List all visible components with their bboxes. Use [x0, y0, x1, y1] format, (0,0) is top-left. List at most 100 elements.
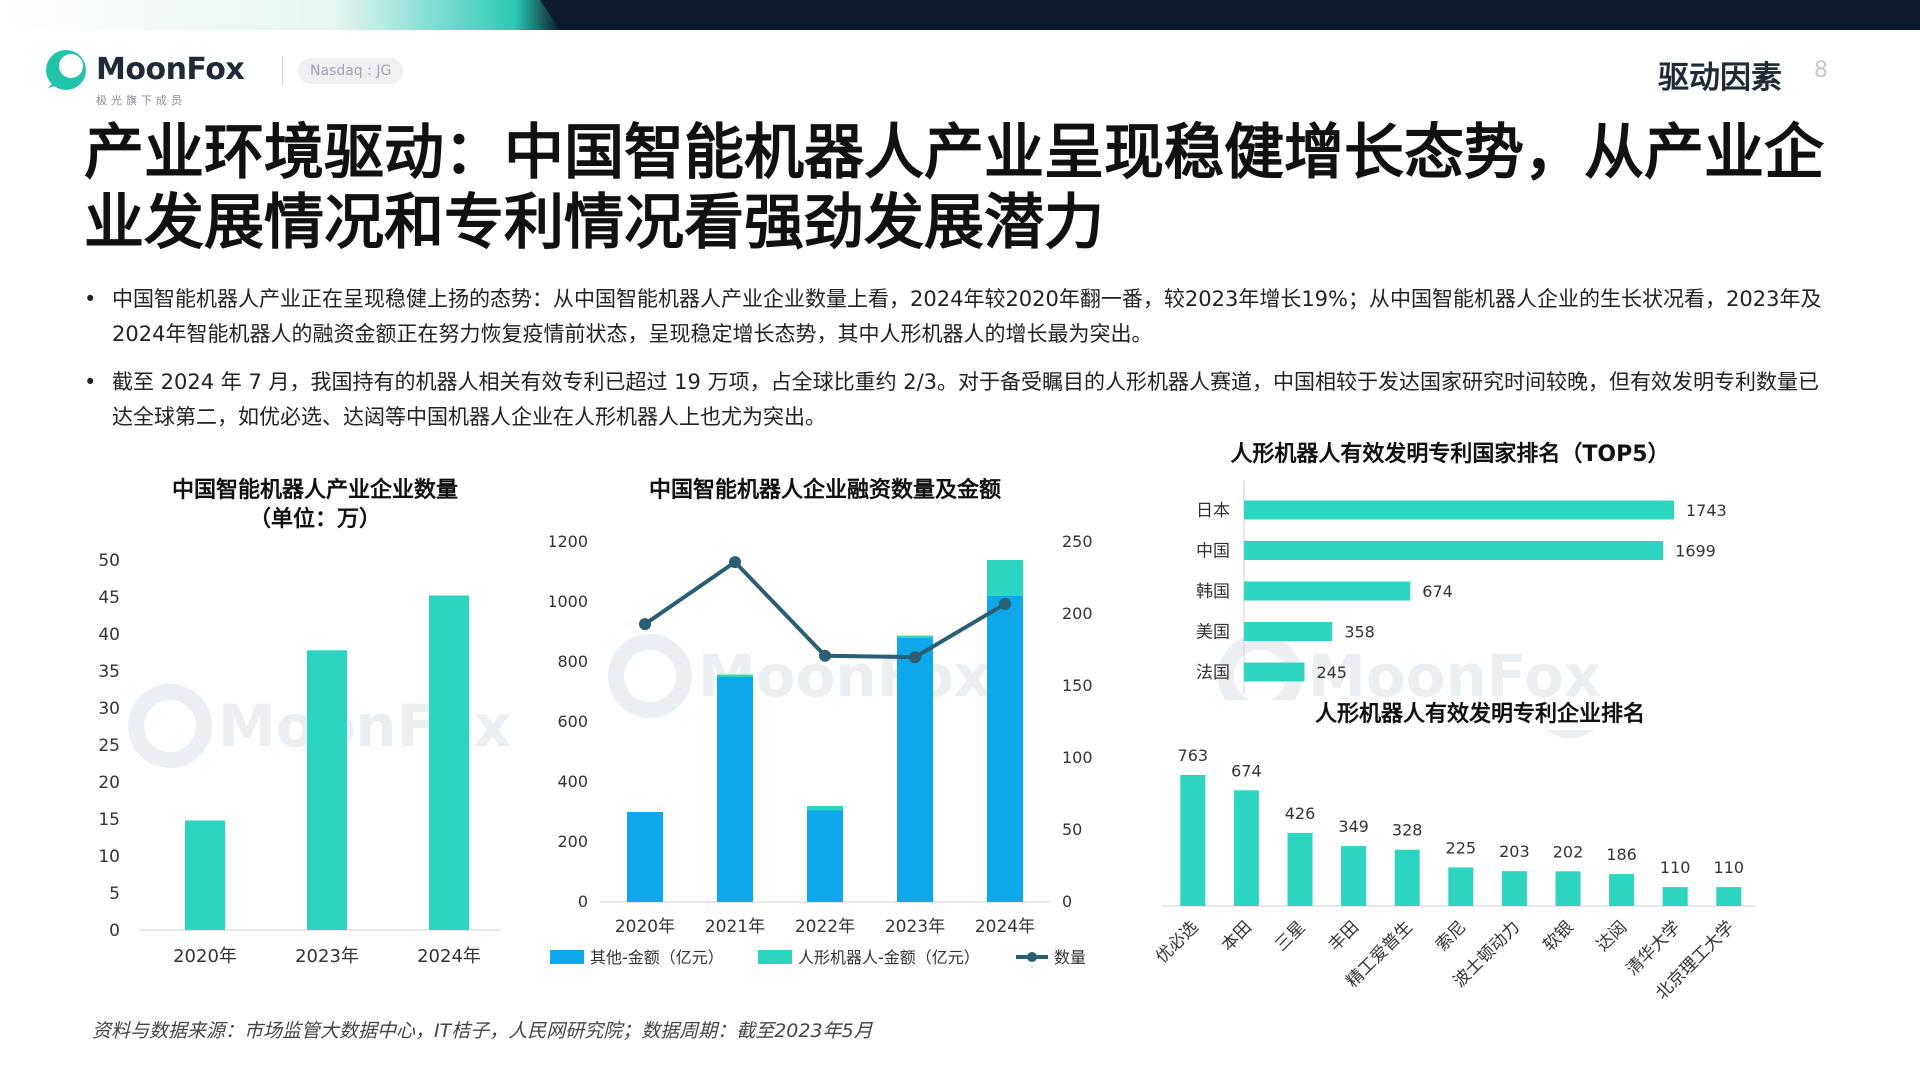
bar [1448, 867, 1474, 906]
watermark-text: MoonFox [1308, 642, 1601, 700]
brand-name: MoonFox [96, 52, 245, 87]
x-tick-label: 2022年 [795, 917, 855, 937]
bar [1555, 871, 1581, 906]
bar [1609, 874, 1635, 906]
point-count [999, 597, 1011, 610]
data-label: 358 [1344, 623, 1375, 642]
y-tick-label: 45 [98, 588, 120, 608]
bullet-list: • 中国智能机器人产业正在呈现稳健上扬的态势：从中国智能机器人产业企业数量上看，2… [84, 282, 1824, 448]
data-label: 349 [1338, 817, 1369, 836]
x-tick-label: 2020年 [615, 917, 675, 937]
y-tick-label: 25 [98, 736, 120, 756]
y-tick-label: 35 [98, 662, 120, 682]
y-right-tick-label: 150 [1062, 676, 1093, 695]
y-left-tick-label: 600 [557, 712, 588, 731]
data-label: 674 [1422, 582, 1453, 601]
y-left-tick-label: 1000 [550, 592, 588, 611]
legend-marker-count [1027, 952, 1037, 962]
x-tick-label: 三星 [1271, 917, 1309, 955]
bar [1180, 775, 1206, 906]
bar [1662, 887, 1688, 906]
bar-other-amount [627, 812, 663, 902]
bar [1244, 541, 1664, 560]
legend-label-other: 其他-金额（亿元） [590, 948, 724, 967]
y-tick-label: 50 [98, 551, 120, 571]
y-tick-label: 20 [98, 773, 120, 793]
y-tick-label: 美国 [1196, 623, 1230, 643]
bar [1233, 790, 1259, 906]
data-label: 245 [1316, 663, 1347, 682]
chart1-title-block: 中国智能机器人产业企业数量 （单位：万） [130, 476, 500, 534]
data-label: 763 [1178, 746, 1209, 765]
bar [1244, 500, 1674, 520]
y-tick-label: 0 [109, 921, 120, 941]
bar [1244, 581, 1411, 601]
data-label: 110 [1714, 858, 1745, 877]
bullet-dot: • [84, 370, 97, 394]
bar [1716, 887, 1742, 906]
data-label: 1743 [1686, 501, 1727, 520]
bar [1341, 846, 1367, 906]
x-tick-label: 2023年 [295, 946, 359, 967]
point-count [819, 649, 831, 662]
data-label: 1699 [1675, 542, 1716, 561]
legend-swatch-other [550, 950, 584, 964]
data-label: 426 [1285, 804, 1316, 823]
y-tick-label: 10 [98, 847, 120, 867]
legend-label-count: 数量 [1054, 948, 1086, 967]
legend-label-humanoid: 人形机器人-金额（亿元） [798, 948, 980, 967]
x-tick-label: 索尼 [1432, 917, 1470, 955]
x-tick-label: 2021年 [705, 917, 765, 937]
brand-subtitle: 极光旗下成员 [96, 94, 186, 107]
top-banner-accent [0, 0, 560, 30]
y-left-tick-label: 800 [557, 652, 588, 671]
y-tick-label: 40 [98, 625, 120, 645]
y-tick-label: 韩国 [1196, 582, 1230, 602]
bar [1394, 849, 1420, 906]
bar-humanoid-amount [717, 674, 753, 677]
top-banner [0, 0, 1920, 30]
section-title: 驱动因素 [1658, 60, 1782, 96]
bar [429, 595, 469, 930]
y-right-tick-label: 250 [1062, 532, 1093, 551]
bar-humanoid-amount [807, 806, 843, 811]
point-count [639, 618, 651, 631]
y-left-tick-label: 1200 [550, 532, 588, 551]
y-right-tick-label: 50 [1062, 820, 1082, 839]
bullet-item: • 中国智能机器人产业正在呈现稳健上扬的态势：从中国智能机器人产业企业数量上看，2… [84, 282, 1824, 352]
bar [307, 650, 347, 930]
data-label: 674 [1231, 761, 1262, 780]
x-tick-label: 2024年 [975, 917, 1035, 937]
chart3-title: 人形机器人有效发明专利国家排名（TOP5） [1230, 442, 1670, 467]
chart-country-patents: MoonFox 日本 1743 中国 1699 韩国 674 美国 358 法国 245 [1196, 480, 1727, 700]
bar [1244, 622, 1333, 641]
x-tick-label: 丰田 [1325, 917, 1363, 955]
y-tick-label: 中国 [1196, 542, 1230, 562]
chart-company-patents: MoonFox763优必选674本田426三星349丰田328精工爱普生225索… [1152, 730, 1756, 1004]
bar-humanoid-amount [897, 635, 933, 638]
x-tick-label: 2023年 [885, 917, 945, 937]
y-right-tick-label: 100 [1062, 748, 1093, 767]
bar [1287, 832, 1313, 906]
y-left-tick-label: 200 [557, 832, 588, 851]
bar-other-amount [717, 677, 753, 902]
bar [185, 820, 225, 930]
bar-other-amount [987, 596, 1023, 902]
x-tick-label: 软银 [1539, 917, 1577, 955]
bar-other-amount [897, 638, 933, 902]
data-label: 186 [1606, 845, 1637, 864]
chart4-title: 人形机器人有效发明专利企业排名 [1314, 702, 1645, 727]
y-right-tick-label: 0 [1062, 892, 1072, 911]
data-label: 203 [1499, 842, 1530, 861]
data-label: 202 [1553, 842, 1584, 861]
bar [1501, 871, 1527, 906]
point-count [729, 556, 741, 569]
source-note: 资料与数据来源：市场监管大数据中心，IT桔子，人民网研究院；数据周期：截至202… [92, 1020, 873, 1042]
y-right-tick-label: 200 [1062, 604, 1093, 623]
chart1-title: 中国智能机器人产业企业数量 [171, 478, 458, 503]
bar [1244, 662, 1305, 682]
chart1-subtitle: （单位：万） [248, 507, 381, 532]
data-label: 110 [1660, 858, 1691, 877]
watermark-mark [608, 634, 692, 718]
